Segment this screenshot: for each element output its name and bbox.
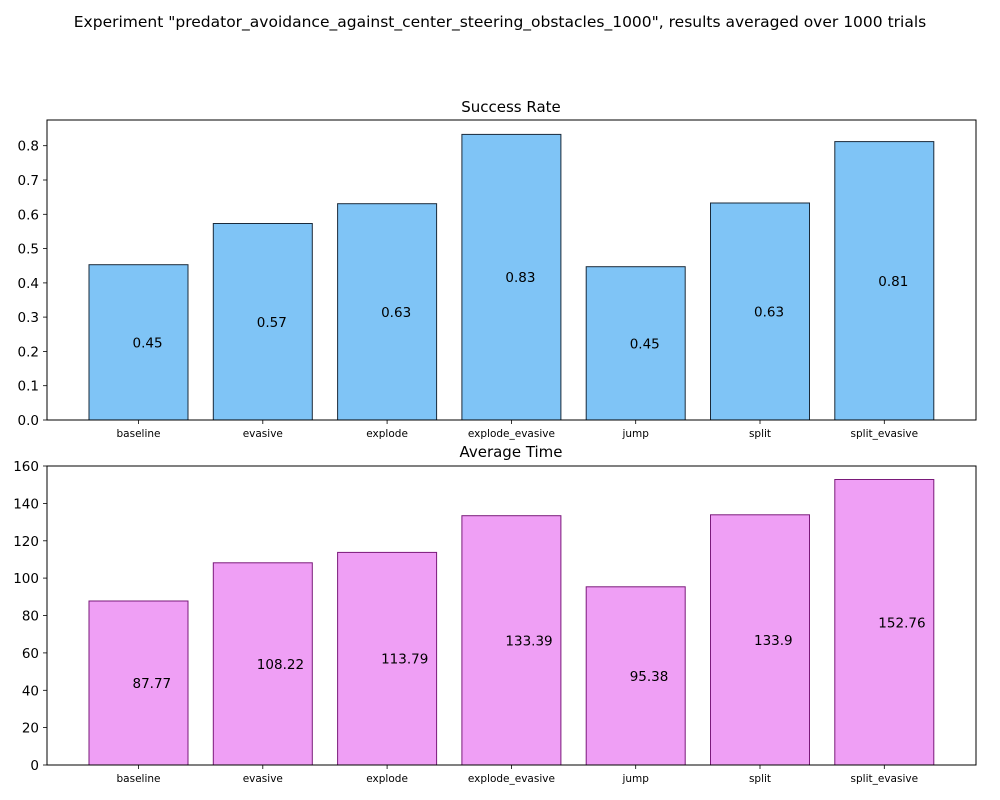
bar-explode_evasive	[461, 515, 562, 766]
panel-title: Average Time	[459, 443, 562, 461]
bar-value-label: 0.45	[630, 336, 660, 352]
y-tick-label: 60	[22, 646, 39, 662]
plot-frame	[46, 465, 977, 766]
x-tick-label: split_evasive	[851, 773, 919, 785]
y-tick-label: 40	[22, 683, 39, 699]
bar-explode	[337, 551, 438, 766]
y-tick-label: 80	[22, 609, 39, 625]
bar-value-label: 133.39	[505, 633, 552, 649]
bar-value-label: 113.79	[381, 652, 428, 668]
bar-value-label: 0.63	[381, 305, 411, 321]
bar-explode	[337, 203, 438, 421]
bar-value-label: 0.83	[505, 270, 535, 286]
y-tick-label: 140	[13, 496, 39, 512]
bar-evasive	[212, 562, 313, 766]
x-tick-label: evasive	[243, 773, 283, 785]
y-tick-label: 160	[13, 459, 39, 475]
bar-value-label: 0.63	[754, 305, 784, 321]
bar-split_evasive	[834, 479, 935, 766]
y-tick-label: 0.5	[18, 242, 39, 258]
y-tick-label: 0.3	[18, 310, 39, 326]
bar-baseline	[88, 600, 189, 766]
y-tick-label: 0.2	[18, 344, 39, 360]
bar-baseline	[88, 264, 189, 421]
x-tick-label: baseline	[117, 773, 161, 785]
bar-jump	[585, 586, 686, 766]
bar-value-label: 108.22	[257, 657, 304, 673]
y-tick-label: 0.4	[18, 276, 39, 292]
x-tick-label: jump	[621, 428, 649, 440]
x-tick-label: baseline	[117, 428, 161, 440]
bar-value-label: 0.81	[878, 274, 908, 290]
figure-title: Experiment "predator_avoidance_against_c…	[73, 13, 927, 31]
y-tick-label: 0.1	[18, 379, 39, 395]
success-rate-panel: Success Rate 0.45 baseline 0.57 evasive 0.63…	[18, 98, 977, 440]
bar-jump	[585, 266, 686, 421]
x-tick-label: split_evasive	[851, 428, 919, 440]
bar-value-label: 87.77	[133, 676, 172, 692]
bar-value-label: 95.38	[630, 669, 669, 685]
bar-value-label: 152.76	[878, 615, 925, 631]
x-tick-label: jump	[621, 773, 649, 785]
x-tick-label: explode	[366, 773, 408, 785]
x-tick-label: evasive	[243, 428, 283, 440]
y-tick-label: 0.8	[18, 139, 39, 155]
y-tick-label: 0	[30, 758, 39, 774]
y-tick-label: 0.7	[18, 173, 39, 189]
bar-split	[710, 202, 810, 421]
x-tick-label: split	[749, 428, 771, 440]
panel-title: Success Rate	[461, 98, 561, 116]
y-tick-label: 120	[13, 534, 39, 550]
x-tick-label: split	[749, 773, 771, 785]
y-tick-label: 0.6	[18, 207, 39, 223]
bar-value-label: 133.9	[754, 633, 793, 649]
bar-value-label: 0.45	[133, 335, 163, 351]
x-tick-label: explode	[366, 428, 408, 440]
y-tick-label: 100	[13, 571, 39, 587]
average-time-panel: Average Time 87.77 baseline 108.22 evasive 1…	[13, 443, 977, 785]
y-tick-label: 20	[22, 721, 39, 737]
y-tick-label: 0.0	[18, 413, 39, 429]
plot-frame	[46, 119, 977, 421]
bar-split	[710, 514, 810, 766]
x-tick-label: explode_evasive	[468, 773, 555, 785]
x-tick-label: explode_evasive	[468, 428, 555, 440]
bar-value-label: 0.57	[257, 315, 287, 331]
